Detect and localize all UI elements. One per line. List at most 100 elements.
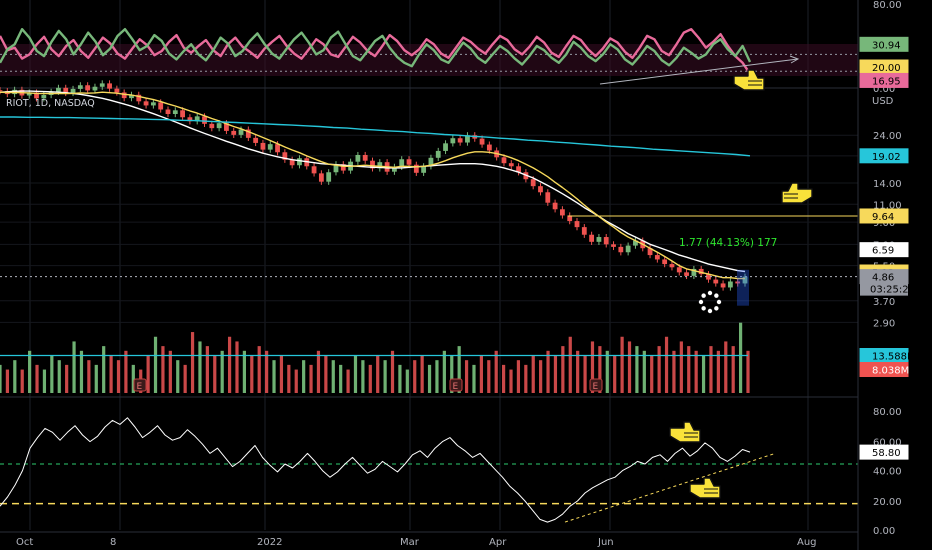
rsi-panel[interactable] <box>0 417 858 523</box>
volume-bar <box>168 350 172 393</box>
candle-body <box>662 259 668 265</box>
volume-bar <box>613 355 617 393</box>
countdown-bg <box>860 282 908 296</box>
volume-bar <box>50 355 54 393</box>
stoch-trendline-arrowhead <box>789 55 800 64</box>
candle-body <box>326 172 332 182</box>
candle-body <box>399 159 405 167</box>
candle-body <box>413 164 419 173</box>
rsi-tick-label: 0.00 <box>873 526 895 537</box>
candle-body <box>0 90 3 92</box>
candle-body <box>172 110 178 115</box>
volume-bar <box>279 355 284 393</box>
candle-body <box>654 255 660 260</box>
candle-body <box>589 234 595 242</box>
candle-body <box>618 246 624 253</box>
candle-body <box>275 144 280 153</box>
volume-bar <box>405 369 409 393</box>
ma-yellow-line <box>0 91 745 280</box>
volume-bar <box>598 346 602 393</box>
candle-body <box>516 166 521 173</box>
volume-bar <box>242 350 246 393</box>
candle-body <box>435 150 441 158</box>
price-badge: 6.59 <box>872 246 894 257</box>
volume-bar <box>442 350 446 393</box>
candle-body <box>713 279 719 284</box>
volume-bar <box>664 336 669 393</box>
candle-body <box>625 245 631 253</box>
stochastic-rsi-panel[interactable] <box>0 28 858 85</box>
volume-bar <box>109 355 113 393</box>
candle-body <box>735 281 741 284</box>
volume-bar <box>353 355 358 393</box>
price-tick-label: 11.00 <box>873 200 902 211</box>
stoch-tick-label: 0.00 <box>873 84 895 95</box>
candle-body <box>611 244 616 247</box>
volume-bar <box>516 360 521 393</box>
candle-body <box>99 83 105 87</box>
drawings[interactable] <box>669 69 813 499</box>
volume-bar <box>28 350 32 393</box>
volume-bar <box>176 360 180 393</box>
pointing-hand-icon <box>689 477 721 499</box>
volume-bar <box>361 360 365 393</box>
candle-body <box>633 240 638 246</box>
rsi-tick-label: 80.00 <box>873 407 902 418</box>
candle-body <box>340 164 346 171</box>
rsi-line <box>0 417 751 523</box>
ma-white-line <box>0 90 746 273</box>
candle-body <box>406 159 412 165</box>
volume-bar <box>539 360 543 393</box>
volume-bar <box>213 355 217 393</box>
volume-badge-bg <box>859 362 909 377</box>
candle-body <box>41 95 47 99</box>
candle-body <box>150 102 156 106</box>
volume-bar <box>531 355 535 393</box>
candle-body <box>245 129 251 138</box>
volume-bar <box>694 350 698 393</box>
candle-body <box>318 173 324 182</box>
volume-bar <box>576 350 580 393</box>
candle-body <box>479 138 485 145</box>
volume-bar <box>487 360 491 393</box>
time-axis[interactable]: Oct 8 2022 Mar Apr Jun Aug <box>0 531 858 548</box>
candle-body <box>282 152 288 160</box>
volume-bar <box>561 346 565 393</box>
volume-bar <box>190 332 195 393</box>
price-axis[interactable]: 80.00 40.00 20.00 0.00 30.94 20.00 16.95 24.00 1… <box>859 0 916 537</box>
volume-bar <box>5 369 10 393</box>
candle-body <box>180 110 185 118</box>
volume-bar <box>272 360 276 393</box>
volume-bar <box>413 360 417 393</box>
volume-ma-badge: 13.588M <box>872 352 916 363</box>
volume-bar <box>716 350 720 393</box>
volume-bar <box>265 350 269 393</box>
candle-body <box>165 109 171 115</box>
volume-bar <box>524 364 528 393</box>
rsi-value-badge-bg <box>859 444 909 460</box>
price-badge-bg <box>859 208 909 224</box>
volume-bar <box>368 364 372 393</box>
candle-body <box>581 227 587 235</box>
volume-bar <box>427 364 432 393</box>
candle-body <box>209 123 215 129</box>
candle-body <box>691 268 697 276</box>
chart-grid <box>0 0 858 530</box>
stoch-value-badge: 16.95 <box>872 76 901 87</box>
loading-dot <box>698 299 704 305</box>
rsi-trendline <box>564 452 776 523</box>
candle-body <box>392 166 397 172</box>
volume-bar <box>227 336 232 393</box>
price-panel[interactable] <box>0 80 858 323</box>
volume-bar <box>20 369 24 393</box>
stoch-value-badge-bg <box>859 72 909 88</box>
volume-bar <box>479 355 483 393</box>
candle-body <box>465 135 470 143</box>
candle-body <box>603 237 609 245</box>
volume-bar <box>131 364 135 393</box>
candle-body <box>684 272 689 276</box>
volume-bar <box>13 360 17 393</box>
rsi-value-badge: 58.80 <box>872 448 901 459</box>
